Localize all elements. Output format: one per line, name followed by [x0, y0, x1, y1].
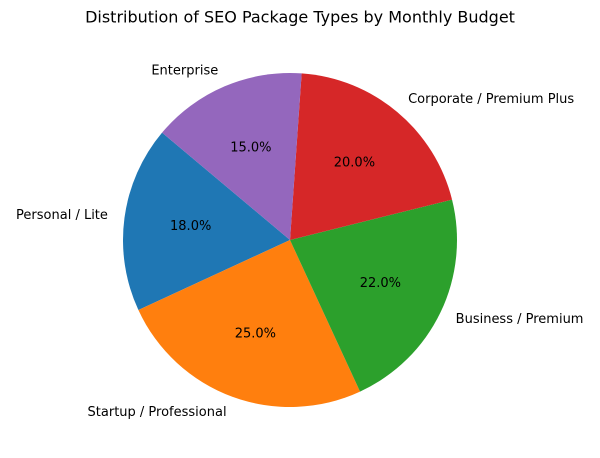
pie-slice	[162, 73, 302, 240]
pie-slice	[123, 132, 290, 311]
value-label: 25.0%	[235, 327, 276, 342]
slice-label: Enterprise	[151, 63, 218, 78]
pie-slice	[290, 199, 457, 392]
value-label: 18.0%	[170, 219, 211, 234]
slice-label: Startup / Professional	[88, 405, 227, 420]
chart-title: Distribution of SEO Package Types by Mon…	[85, 8, 515, 27]
value-label: 15.0%	[230, 140, 271, 155]
slice-label: Personal / Lite	[16, 208, 108, 223]
pie-slice	[138, 240, 361, 407]
value-label: 22.0%	[360, 276, 401, 291]
slice-label: Business / Premium	[456, 312, 584, 327]
pie-slice	[290, 73, 453, 241]
value-label: 20.0%	[334, 156, 375, 171]
slice-label: Corporate / Premium Plus	[408, 92, 574, 107]
